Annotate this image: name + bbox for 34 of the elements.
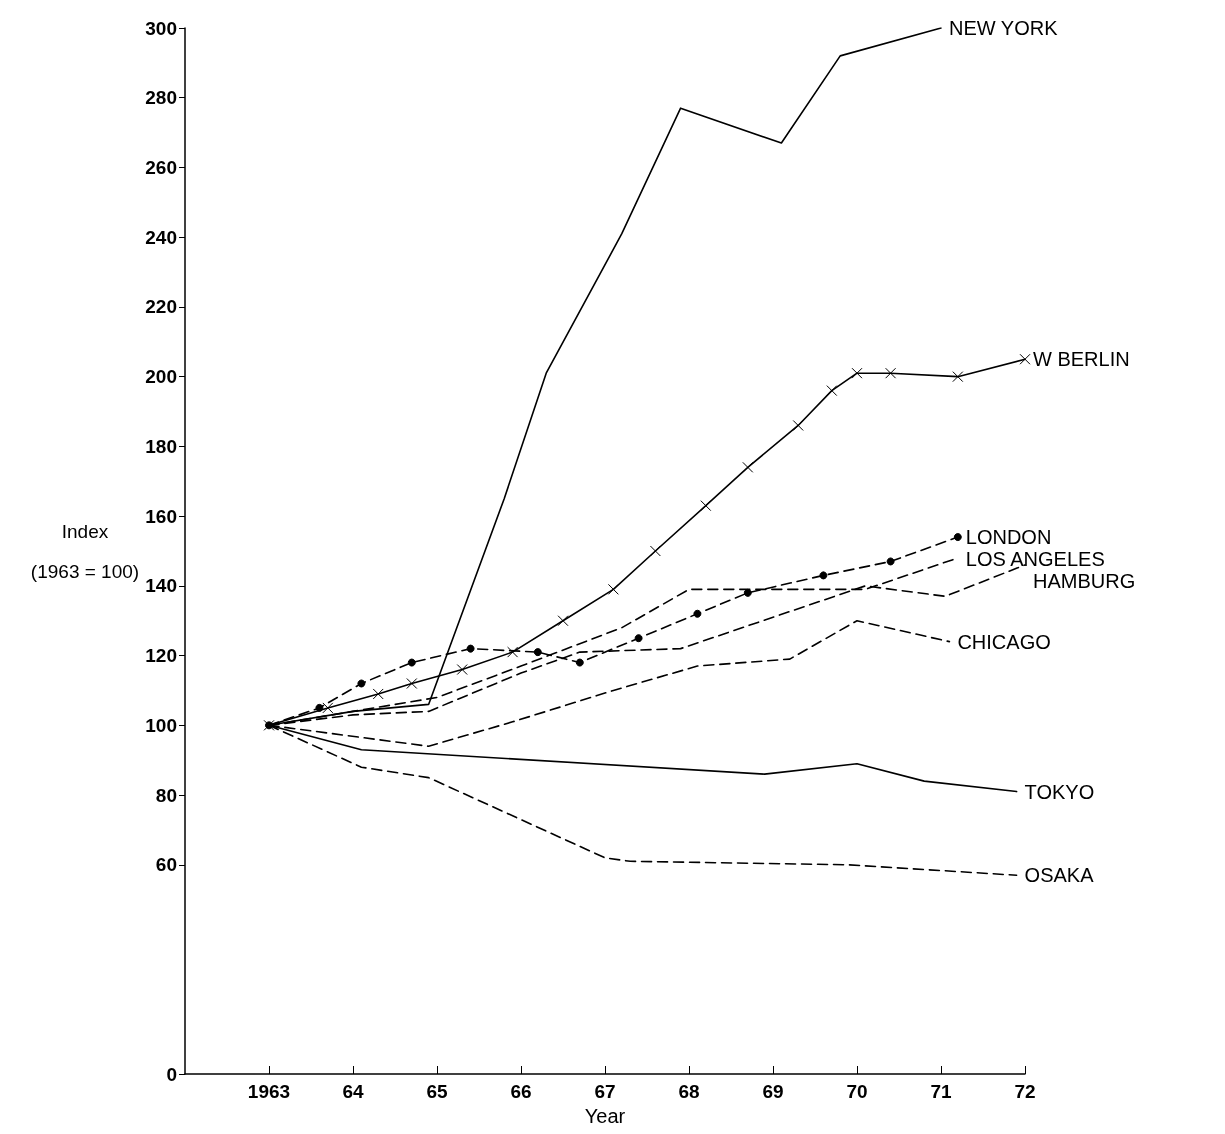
y-tick-label: 80 <box>155 784 177 806</box>
series-label: NEW YORK <box>949 17 1059 39</box>
x-tick-label: 69 <box>762 1081 784 1102</box>
x-tick-label: 67 <box>594 1081 616 1102</box>
series-label: TOKYO <box>1024 780 1095 803</box>
x-tick-label: 72 <box>1014 1081 1036 1102</box>
x-tick-label: 68 <box>678 1081 700 1102</box>
x-axis-title: Year <box>584 1104 626 1127</box>
y-tick-label: 240 <box>145 226 177 248</box>
x-tick-label: 1963 <box>247 1081 291 1102</box>
series-label: W BERLIN <box>1033 348 1130 371</box>
series-label: HAMBURG <box>1033 570 1136 593</box>
series-label: OSAKA <box>1024 864 1095 887</box>
y-tick-label: 180 <box>145 435 177 457</box>
y-tick-label: 200 <box>145 366 177 388</box>
y-tick-label: 120 <box>145 645 177 667</box>
x-tick-label: 65 <box>426 1081 448 1102</box>
series-label: LOS ANGELES <box>965 548 1105 571</box>
x-tick-label: 71 <box>930 1081 952 1102</box>
x-tick-label: 70 <box>846 1081 868 1102</box>
y-tick-label: 60 <box>155 854 177 876</box>
x-tick-label: 66 <box>510 1081 532 1102</box>
y-tick-label: 140 <box>145 575 177 597</box>
y-axis-title: Index (1963 = 100) <box>30 520 140 582</box>
y-tick-label: 0 <box>166 1063 177 1085</box>
x-tick-label: 64 <box>342 1081 364 1102</box>
y-tick-label: 100 <box>145 714 177 736</box>
y-tick-label: 220 <box>145 296 177 318</box>
series-label: CHICAGO <box>957 630 1051 653</box>
y-tick-label: 280 <box>145 87 177 109</box>
y-tick-label: 260 <box>145 156 177 178</box>
y-tick-label: 300 <box>145 17 177 39</box>
y-tick-label: 160 <box>145 505 177 527</box>
series-label: LONDON <box>965 526 1052 549</box>
